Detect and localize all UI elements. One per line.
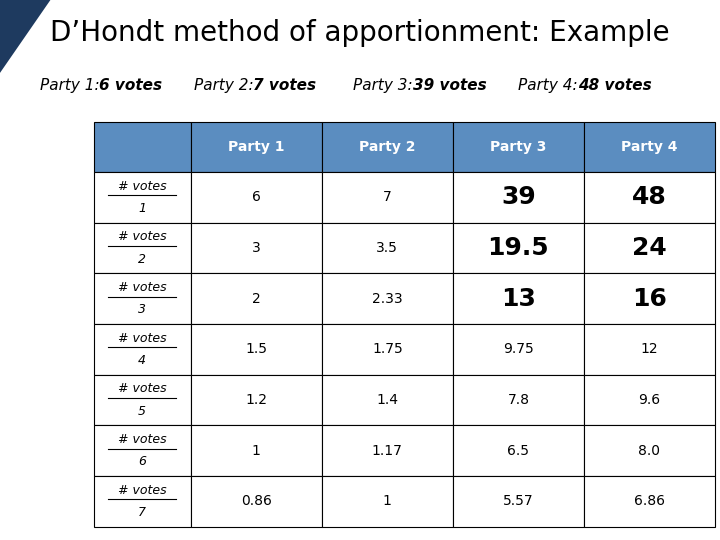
Text: Party 2: Party 2 xyxy=(359,140,415,154)
Text: 24: 24 xyxy=(632,236,667,260)
Bar xyxy=(584,122,715,172)
Text: # votes: # votes xyxy=(118,180,166,193)
Text: 2: 2 xyxy=(252,292,261,306)
Bar xyxy=(453,172,584,222)
Bar xyxy=(322,122,453,172)
Text: # votes: # votes xyxy=(118,433,166,446)
Text: 0.86: 0.86 xyxy=(241,494,271,508)
Text: 9.6: 9.6 xyxy=(639,393,660,407)
Bar xyxy=(191,122,322,172)
Text: 7: 7 xyxy=(383,191,392,205)
Text: 5: 5 xyxy=(138,404,146,417)
Text: 48 votes: 48 votes xyxy=(578,78,652,93)
Text: # votes: # votes xyxy=(118,483,166,497)
Bar xyxy=(453,122,584,172)
Text: 7.8: 7.8 xyxy=(508,393,529,407)
Text: 1.17: 1.17 xyxy=(372,443,402,457)
Text: Party 4: Party 4 xyxy=(621,140,678,154)
Bar xyxy=(453,222,584,273)
Bar xyxy=(584,375,715,426)
Text: 6 votes: 6 votes xyxy=(99,78,163,93)
Bar xyxy=(94,375,191,426)
Bar xyxy=(191,172,322,222)
Bar xyxy=(453,426,584,476)
Text: # votes: # votes xyxy=(118,382,166,395)
Bar xyxy=(191,324,322,375)
Bar xyxy=(322,426,453,476)
Text: 6: 6 xyxy=(252,191,261,205)
Bar xyxy=(191,273,322,324)
Text: 1.2: 1.2 xyxy=(246,393,267,407)
Text: # votes: # votes xyxy=(118,281,166,294)
Bar xyxy=(322,222,453,273)
Text: # votes: # votes xyxy=(118,231,166,244)
Text: 6.86: 6.86 xyxy=(634,494,665,508)
Text: 12: 12 xyxy=(641,342,658,356)
Text: 7 votes: 7 votes xyxy=(253,78,316,93)
Text: 1: 1 xyxy=(138,202,146,215)
Text: 7: 7 xyxy=(138,506,146,519)
Text: Party 2:: Party 2: xyxy=(194,78,259,93)
Bar xyxy=(584,273,715,324)
Text: # votes: # votes xyxy=(118,332,166,345)
Text: 16: 16 xyxy=(632,287,667,310)
Bar xyxy=(94,426,191,476)
Text: 9.75: 9.75 xyxy=(503,342,534,356)
Text: 6.5: 6.5 xyxy=(508,443,529,457)
Text: Party 1:: Party 1: xyxy=(40,78,104,93)
Bar xyxy=(453,273,584,324)
Bar xyxy=(94,122,191,172)
Text: 1.4: 1.4 xyxy=(377,393,398,407)
Text: Party 3:: Party 3: xyxy=(353,78,418,93)
Text: 3.5: 3.5 xyxy=(377,241,398,255)
Text: 2.33: 2.33 xyxy=(372,292,402,306)
Bar xyxy=(584,426,715,476)
Bar xyxy=(322,324,453,375)
Text: 3: 3 xyxy=(138,303,146,316)
Text: 39 votes: 39 votes xyxy=(413,78,486,93)
Polygon shape xyxy=(0,0,50,73)
Bar xyxy=(584,324,715,375)
Text: 4: 4 xyxy=(138,354,146,367)
Bar xyxy=(94,476,191,526)
Bar xyxy=(94,324,191,375)
Text: 48: 48 xyxy=(632,185,667,210)
Bar xyxy=(453,375,584,426)
Bar xyxy=(94,172,191,222)
Bar xyxy=(322,476,453,526)
Bar xyxy=(453,476,584,526)
Bar xyxy=(94,273,191,324)
Text: 2: 2 xyxy=(138,253,146,266)
Text: 39: 39 xyxy=(501,185,536,210)
Text: 1.5: 1.5 xyxy=(246,342,267,356)
Text: Party 4:: Party 4: xyxy=(518,78,583,93)
Bar xyxy=(191,222,322,273)
Bar xyxy=(322,375,453,426)
Text: 5.57: 5.57 xyxy=(503,494,534,508)
Bar xyxy=(584,476,715,526)
Text: 13: 13 xyxy=(501,287,536,310)
Bar xyxy=(322,172,453,222)
Bar xyxy=(453,324,584,375)
Bar xyxy=(191,426,322,476)
Text: 8.0: 8.0 xyxy=(639,443,660,457)
Text: 6: 6 xyxy=(138,455,146,468)
Text: Party 1: Party 1 xyxy=(228,140,284,154)
Bar xyxy=(584,172,715,222)
Text: 1: 1 xyxy=(383,494,392,508)
Bar xyxy=(322,273,453,324)
Text: D’Hondt method of apportionment: Example: D’Hondt method of apportionment: Example xyxy=(50,19,670,47)
Bar xyxy=(191,375,322,426)
Text: 19.5: 19.5 xyxy=(487,236,549,260)
Bar xyxy=(584,222,715,273)
Text: Party 3: Party 3 xyxy=(490,140,546,154)
Bar xyxy=(191,476,322,526)
Text: 1.75: 1.75 xyxy=(372,342,402,356)
Bar xyxy=(94,222,191,273)
Text: 3: 3 xyxy=(252,241,261,255)
Text: 1: 1 xyxy=(252,443,261,457)
